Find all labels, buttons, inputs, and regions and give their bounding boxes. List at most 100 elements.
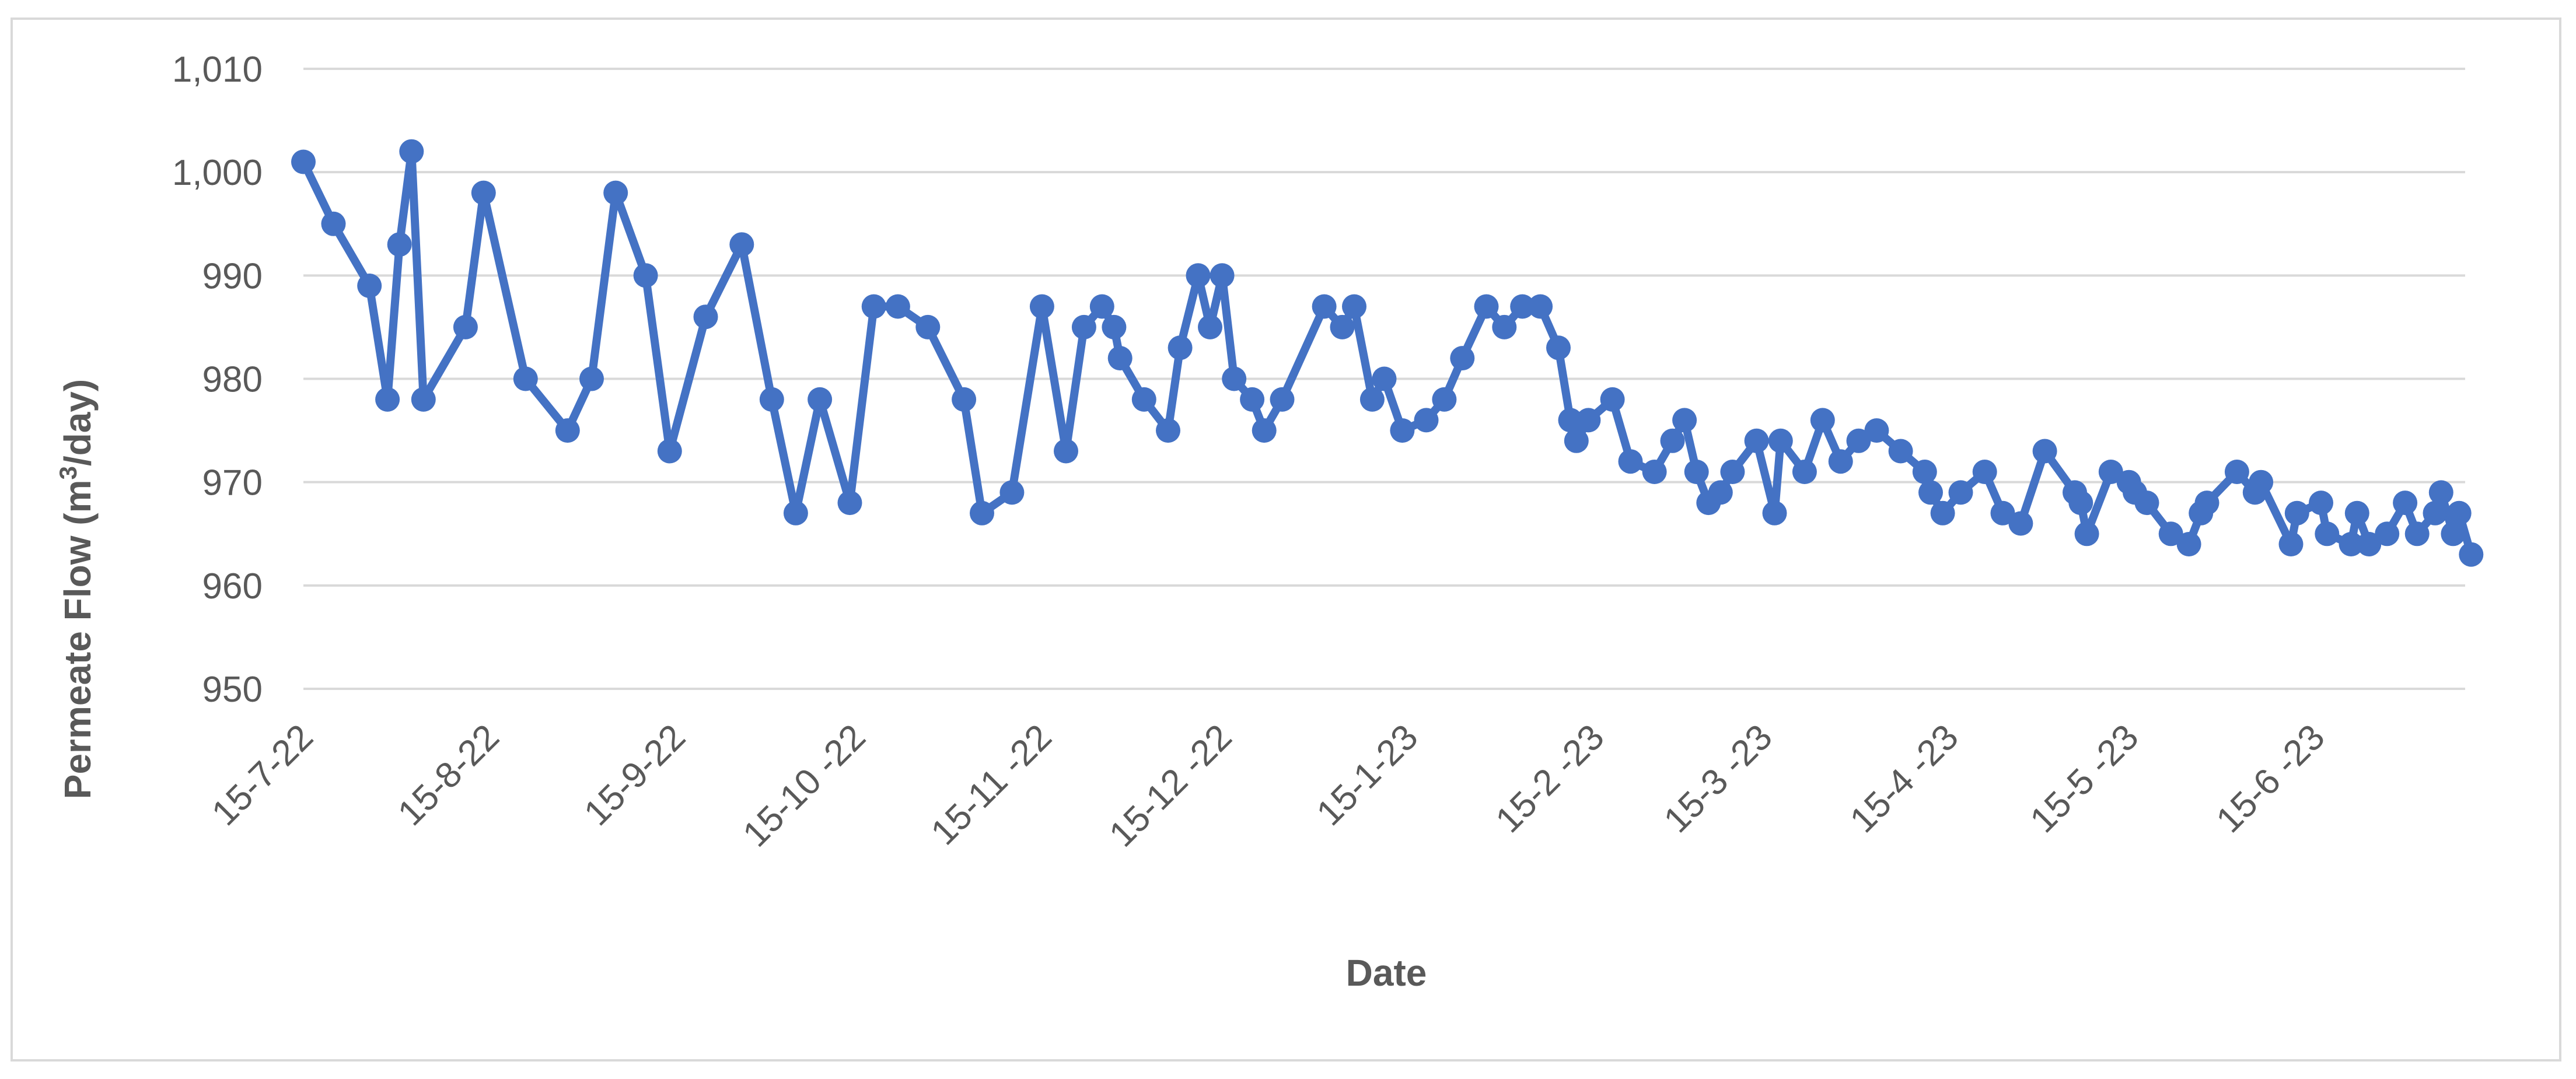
data-point (1312, 294, 1337, 319)
data-point (387, 232, 412, 257)
y-tick-label: 950 (202, 670, 263, 710)
data-point (633, 263, 658, 288)
data-point (861, 294, 886, 319)
data-point (1168, 335, 1193, 360)
data-point (2423, 500, 2448, 526)
data-point (1330, 314, 1355, 339)
data-point (471, 180, 496, 205)
data-point (2032, 439, 2057, 464)
data-point (1918, 480, 1943, 505)
x-tick-label: 15-2 -23 (1488, 717, 1612, 840)
data-point (2249, 470, 2274, 495)
data-point (1071, 314, 1096, 339)
x-tick-label: 15-12 -22 (1102, 717, 1239, 854)
data-point (453, 314, 478, 339)
data-point (1054, 439, 1078, 464)
data-point (2158, 521, 2183, 546)
data-point (2393, 491, 2418, 516)
data-point (657, 439, 682, 464)
data-point (1390, 418, 1415, 443)
x-tick-label: 15-1-23 (1309, 717, 1426, 833)
data-point (837, 491, 862, 516)
data-point (1432, 387, 1457, 412)
data-point (1107, 346, 1133, 371)
data-point (2194, 491, 2220, 516)
data-point (411, 387, 436, 412)
data-point (2459, 542, 2484, 567)
data-point (2134, 491, 2159, 516)
data-point (1828, 449, 1853, 474)
data-point (2098, 460, 2123, 484)
data-point (321, 211, 346, 236)
data-point (915, 314, 941, 339)
y-axis-title-main: Permeate Flow (m (57, 480, 99, 800)
data-point (1558, 408, 1583, 433)
data-point (1474, 294, 1499, 319)
x-tick-label: 15-8-22 (390, 717, 507, 833)
data-point (2008, 511, 2033, 536)
data-point (1768, 428, 1793, 453)
data-point (1156, 418, 1180, 443)
data-point (759, 387, 784, 412)
data-point (1089, 294, 1114, 319)
data-point (1342, 294, 1366, 319)
x-tick-label: 15-10 -22 (735, 717, 873, 854)
data-point (1930, 500, 1955, 526)
data-point (1528, 294, 1553, 319)
data-point (1359, 387, 1385, 412)
series-points (291, 139, 2484, 567)
chart-frame (11, 17, 2561, 1062)
data-point (2357, 532, 2382, 556)
y-tick-label: 980 (202, 360, 263, 400)
data-point (970, 500, 994, 526)
data-point (999, 480, 1025, 505)
x-axis-ticks: 15-7-22 15-8-22 15-9-22 15-10 -22 15-11 -22 1… (204, 717, 2333, 854)
data-point (1990, 500, 2015, 526)
data-point (2278, 532, 2304, 556)
data-point (885, 294, 910, 319)
x-tick-label: 15-6 -23 (2209, 717, 2333, 840)
x-axis-title: Date (1346, 952, 1427, 994)
data-point (1450, 346, 1475, 371)
data-point (2309, 491, 2333, 516)
y-axis-title-tail: /day) (57, 379, 99, 466)
data-point (1810, 408, 1835, 433)
data-point (1576, 408, 1601, 433)
data-point (513, 366, 538, 391)
data-point (1252, 418, 1277, 443)
x-tick-label: 15-11 -22 (924, 717, 1060, 853)
data-point (1972, 460, 1997, 484)
data-point (1642, 460, 1667, 484)
data-point (1720, 460, 1745, 484)
data-point (1708, 480, 1733, 505)
y-tick-label: 970 (202, 463, 263, 503)
gridlines (303, 68, 2465, 690)
data-point (2404, 521, 2430, 546)
data-point (2224, 460, 2249, 484)
x-tick-label: 15-5 -23 (2022, 717, 2146, 840)
data-point (2315, 521, 2340, 546)
data-point (1198, 314, 1222, 339)
data-point (1792, 460, 1817, 484)
data-point (1372, 366, 1397, 391)
data-point (399, 139, 424, 164)
data-point (603, 180, 628, 205)
data-point (1618, 449, 1643, 474)
data-point (579, 366, 604, 391)
data-point (1660, 428, 1685, 453)
data-point (729, 232, 754, 257)
data-point (783, 500, 808, 526)
data-point (1102, 314, 1127, 339)
x-tick-label: 15-3 -23 (1656, 717, 1780, 840)
x-tick-label: 15-4 -23 (1843, 717, 1966, 840)
data-point (1240, 387, 1265, 412)
data-point (1186, 263, 1211, 288)
data-point (2344, 500, 2369, 526)
data-point (2339, 532, 2364, 556)
y-tick-label: 1,010 (172, 50, 263, 90)
data-point (1414, 408, 1439, 433)
data-point (952, 387, 977, 412)
data-point (375, 387, 400, 412)
y-tick-label: 990 (202, 256, 263, 296)
